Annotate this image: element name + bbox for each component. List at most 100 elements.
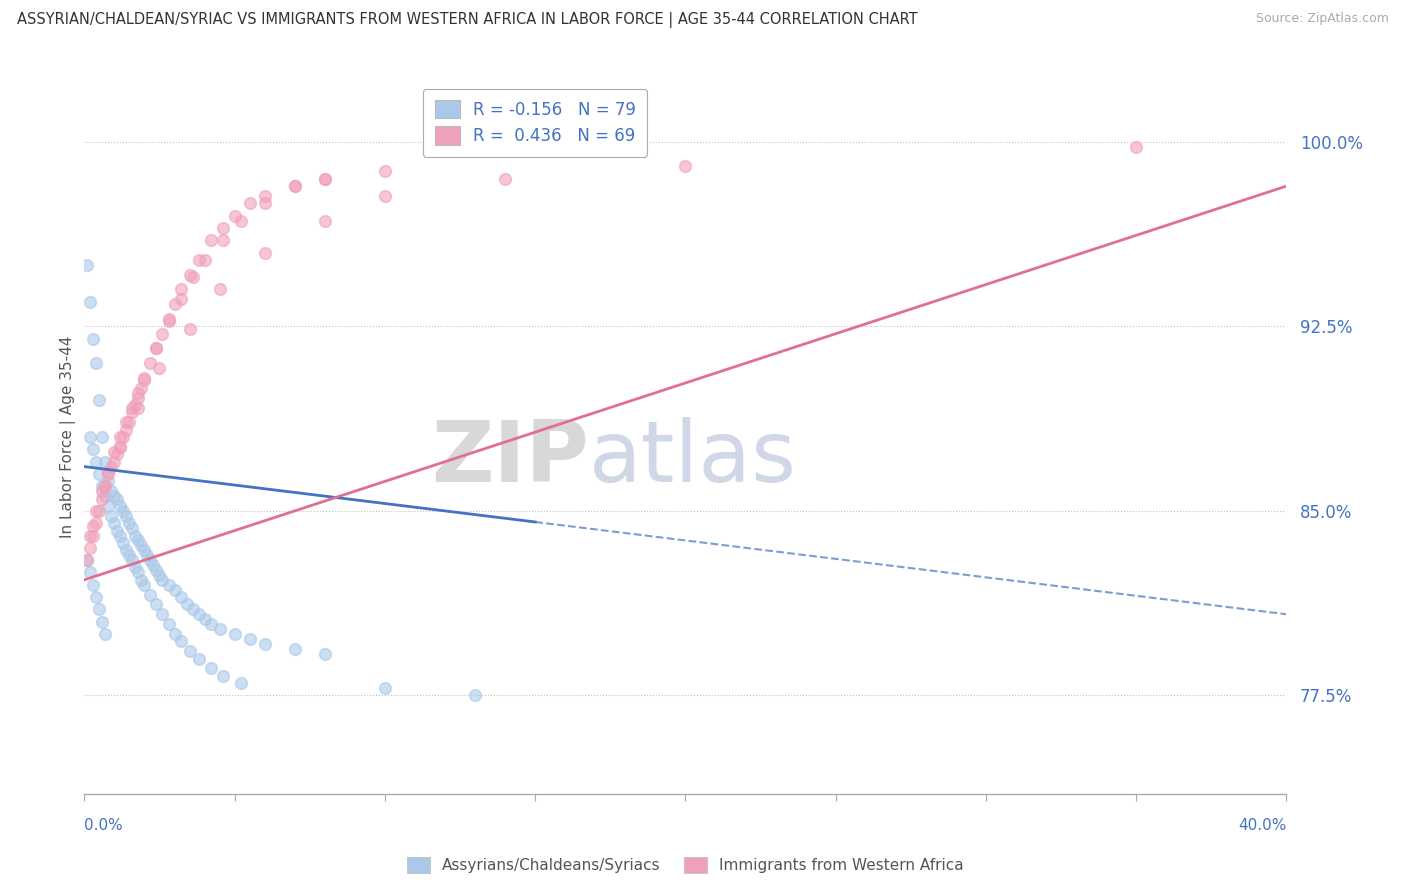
Point xyxy=(131,573,153,587)
Point xyxy=(103,445,125,459)
Point xyxy=(134,543,156,558)
Point xyxy=(152,573,174,587)
Point xyxy=(314,171,336,186)
Point xyxy=(110,440,132,454)
Point xyxy=(284,179,307,194)
Point xyxy=(127,401,149,415)
Point xyxy=(176,598,198,612)
Point xyxy=(179,644,201,658)
Point xyxy=(118,415,141,429)
Point xyxy=(229,676,252,690)
Point xyxy=(163,582,186,597)
Point xyxy=(253,189,276,203)
Point xyxy=(118,548,141,562)
Point xyxy=(82,528,104,542)
Point xyxy=(86,516,108,531)
Point xyxy=(374,189,396,203)
Point xyxy=(100,508,122,523)
Point xyxy=(100,484,122,499)
Point xyxy=(314,171,336,186)
Point xyxy=(112,504,135,518)
Point xyxy=(121,405,143,419)
Point xyxy=(374,164,396,178)
Point xyxy=(82,518,104,533)
Point xyxy=(139,553,162,567)
Point xyxy=(121,553,143,567)
Point xyxy=(110,499,132,513)
Point xyxy=(124,528,146,542)
Point xyxy=(464,689,486,703)
Text: Source: ZipAtlas.com: Source: ZipAtlas.com xyxy=(1256,12,1389,25)
Point xyxy=(127,566,149,580)
Point xyxy=(284,641,307,656)
Point xyxy=(124,398,146,412)
Point xyxy=(139,356,162,370)
Point xyxy=(115,508,138,523)
Point xyxy=(169,282,191,296)
Point xyxy=(86,504,108,518)
Point xyxy=(112,430,135,444)
Point xyxy=(224,627,246,641)
Point xyxy=(127,385,149,400)
Point xyxy=(145,563,167,577)
Point xyxy=(208,622,231,636)
Point xyxy=(314,647,336,661)
Y-axis label: In Labor Force | Age 35-44: In Labor Force | Age 35-44 xyxy=(60,336,76,538)
Point xyxy=(239,196,262,211)
Point xyxy=(97,499,120,513)
Point xyxy=(142,558,165,572)
Point xyxy=(82,442,104,457)
Point xyxy=(118,516,141,531)
Point xyxy=(157,314,180,328)
Point xyxy=(76,553,98,567)
Point xyxy=(115,423,138,437)
Text: atlas: atlas xyxy=(589,417,797,500)
Text: ZIP: ZIP xyxy=(432,417,589,500)
Text: 40.0%: 40.0% xyxy=(1239,819,1286,833)
Point xyxy=(208,282,231,296)
Point xyxy=(157,578,180,592)
Point xyxy=(97,465,120,479)
Point xyxy=(134,374,156,388)
Point xyxy=(139,588,162,602)
Point xyxy=(187,252,209,267)
Point xyxy=(112,536,135,550)
Point xyxy=(136,548,159,562)
Point xyxy=(229,213,252,227)
Point xyxy=(110,440,132,454)
Point xyxy=(107,524,129,538)
Point xyxy=(97,467,120,481)
Point xyxy=(115,415,138,429)
Point xyxy=(152,326,174,341)
Point xyxy=(169,293,191,307)
Point xyxy=(94,455,117,469)
Point xyxy=(253,637,276,651)
Point xyxy=(675,160,697,174)
Point xyxy=(200,233,222,247)
Point xyxy=(103,455,125,469)
Point xyxy=(91,491,114,506)
Point xyxy=(94,489,117,503)
Point xyxy=(194,612,217,626)
Point xyxy=(79,541,101,555)
Point xyxy=(134,371,156,385)
Point xyxy=(194,252,217,267)
Point xyxy=(152,607,174,622)
Point xyxy=(145,598,167,612)
Point xyxy=(163,297,186,311)
Point xyxy=(211,669,233,683)
Point xyxy=(157,617,180,632)
Point xyxy=(200,617,222,632)
Point xyxy=(94,479,117,493)
Text: 0.0%: 0.0% xyxy=(84,819,124,833)
Point xyxy=(103,489,125,503)
Point xyxy=(494,171,516,186)
Point xyxy=(224,209,246,223)
Point xyxy=(127,533,149,548)
Point xyxy=(163,627,186,641)
Point xyxy=(200,661,222,675)
Point xyxy=(131,381,153,395)
Point xyxy=(131,538,153,552)
Point xyxy=(89,602,111,616)
Text: ASSYRIAN/CHALDEAN/SYRIAC VS IMMIGRANTS FROM WESTERN AFRICA IN LABOR FORCE | AGE : ASSYRIAN/CHALDEAN/SYRIAC VS IMMIGRANTS F… xyxy=(17,12,918,28)
